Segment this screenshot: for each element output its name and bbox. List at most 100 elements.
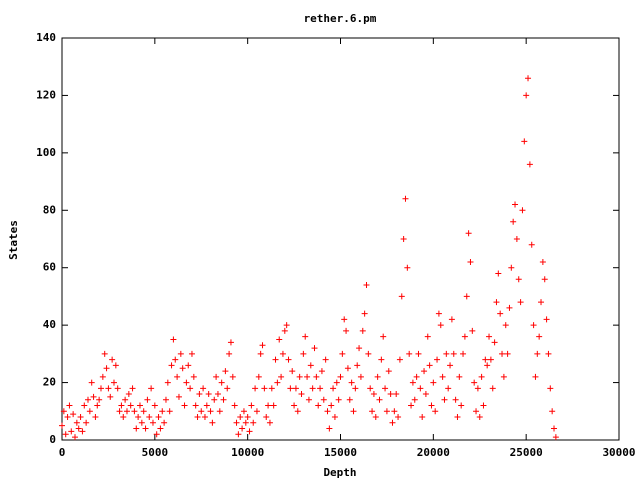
point bbox=[476, 414, 483, 421]
point bbox=[166, 408, 173, 415]
point bbox=[246, 428, 253, 435]
point bbox=[140, 408, 147, 415]
point bbox=[105, 385, 112, 392]
point bbox=[435, 310, 442, 317]
point bbox=[434, 356, 441, 363]
point bbox=[179, 365, 186, 372]
point bbox=[508, 264, 515, 271]
x-tick-label: 0 bbox=[59, 446, 66, 459]
point bbox=[525, 75, 532, 82]
point bbox=[88, 379, 95, 386]
point bbox=[398, 293, 405, 300]
point bbox=[155, 414, 162, 421]
point bbox=[120, 414, 127, 421]
point bbox=[292, 385, 299, 392]
point bbox=[370, 391, 377, 398]
point bbox=[109, 356, 116, 363]
point bbox=[424, 333, 431, 340]
point bbox=[183, 379, 190, 386]
point bbox=[541, 276, 548, 283]
point bbox=[341, 316, 348, 323]
point bbox=[302, 333, 309, 340]
point bbox=[318, 368, 325, 375]
point bbox=[346, 396, 353, 403]
point bbox=[70, 411, 77, 418]
point bbox=[367, 385, 374, 392]
point bbox=[198, 408, 205, 415]
point bbox=[445, 385, 452, 392]
point bbox=[129, 385, 136, 392]
point bbox=[266, 419, 273, 426]
point bbox=[337, 373, 344, 380]
point bbox=[467, 258, 474, 265]
point bbox=[400, 236, 407, 242]
point bbox=[408, 402, 415, 409]
point bbox=[81, 402, 88, 409]
point bbox=[97, 385, 104, 392]
point bbox=[159, 408, 166, 415]
point bbox=[170, 336, 177, 343]
y-tick-label: 80 bbox=[43, 203, 56, 216]
point bbox=[551, 425, 558, 432]
point bbox=[543, 316, 550, 323]
point bbox=[138, 419, 145, 426]
point bbox=[172, 356, 179, 363]
point bbox=[226, 350, 233, 357]
point bbox=[185, 362, 192, 369]
point bbox=[300, 350, 307, 357]
point bbox=[471, 379, 478, 386]
point bbox=[460, 350, 467, 357]
point bbox=[268, 385, 275, 392]
point bbox=[203, 402, 210, 409]
point bbox=[419, 414, 426, 421]
point bbox=[378, 356, 385, 363]
point bbox=[326, 425, 333, 432]
point bbox=[411, 396, 418, 403]
point bbox=[229, 373, 236, 380]
point bbox=[499, 350, 506, 357]
point bbox=[192, 402, 199, 409]
point bbox=[495, 270, 502, 277]
point bbox=[196, 391, 203, 398]
point bbox=[289, 368, 296, 375]
point bbox=[125, 391, 132, 398]
point bbox=[309, 385, 316, 392]
point bbox=[512, 201, 519, 208]
point bbox=[549, 408, 556, 415]
point bbox=[157, 425, 164, 432]
point bbox=[313, 373, 320, 380]
point bbox=[168, 362, 175, 369]
point bbox=[285, 356, 292, 363]
point bbox=[90, 393, 97, 400]
point bbox=[207, 408, 214, 415]
point bbox=[406, 350, 413, 357]
point bbox=[409, 379, 416, 386]
point bbox=[447, 362, 454, 369]
point bbox=[205, 391, 212, 398]
x-tick-label: 25000 bbox=[510, 446, 543, 459]
point bbox=[404, 264, 411, 271]
point bbox=[474, 385, 481, 392]
point bbox=[187, 385, 194, 392]
point bbox=[343, 327, 350, 334]
point bbox=[257, 350, 264, 357]
point bbox=[545, 350, 552, 357]
point bbox=[146, 414, 153, 421]
point bbox=[84, 396, 91, 403]
point bbox=[274, 379, 281, 386]
point bbox=[244, 414, 251, 421]
y-tick-label: 20 bbox=[43, 376, 56, 389]
point bbox=[216, 408, 223, 415]
point bbox=[387, 391, 394, 398]
point bbox=[395, 414, 402, 421]
point bbox=[452, 396, 459, 403]
point bbox=[107, 393, 114, 400]
point bbox=[66, 402, 73, 409]
point bbox=[151, 402, 158, 409]
point bbox=[149, 419, 156, 426]
point bbox=[135, 414, 142, 421]
point bbox=[276, 336, 283, 343]
point bbox=[188, 350, 195, 357]
y-tick-label: 100 bbox=[36, 146, 56, 159]
